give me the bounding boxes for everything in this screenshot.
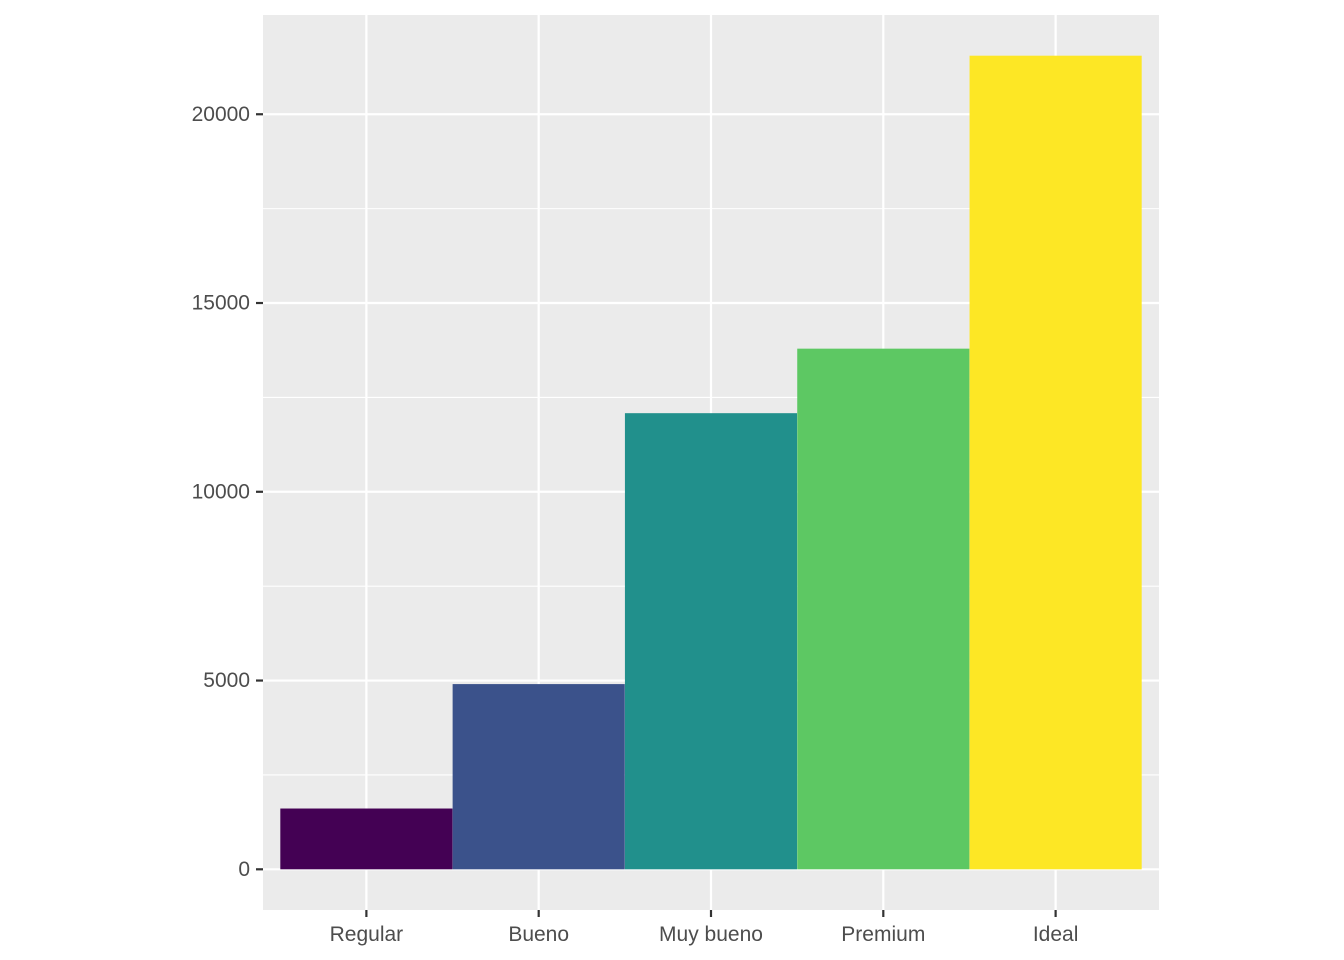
bar-regular <box>280 808 453 870</box>
bar-ideal <box>969 55 1142 870</box>
bar-muy-bueno <box>624 413 798 870</box>
x-axis: Regular Bueno Muy bueno Premium Ideal <box>330 910 1079 946</box>
bars <box>280 55 1142 870</box>
y-tick-label: 0 <box>238 858 250 881</box>
y-tick-label: 20000 <box>192 103 250 126</box>
x-tick-label: Premium <box>841 923 925 946</box>
y-tick-label: 15000 <box>192 292 250 315</box>
x-tick-label: Muy bueno <box>659 923 763 946</box>
bar-bueno <box>452 684 625 870</box>
x-tick-label: Regular <box>330 923 404 946</box>
bar-premium <box>797 348 970 870</box>
x-tick-label: Ideal <box>1033 923 1079 946</box>
x-tick-label: Bueno <box>508 923 569 946</box>
y-axis: 0 5000 10000 15000 20000 <box>192 103 263 881</box>
y-tick-label: 10000 <box>192 480 250 503</box>
y-tick-label: 5000 <box>203 669 250 692</box>
